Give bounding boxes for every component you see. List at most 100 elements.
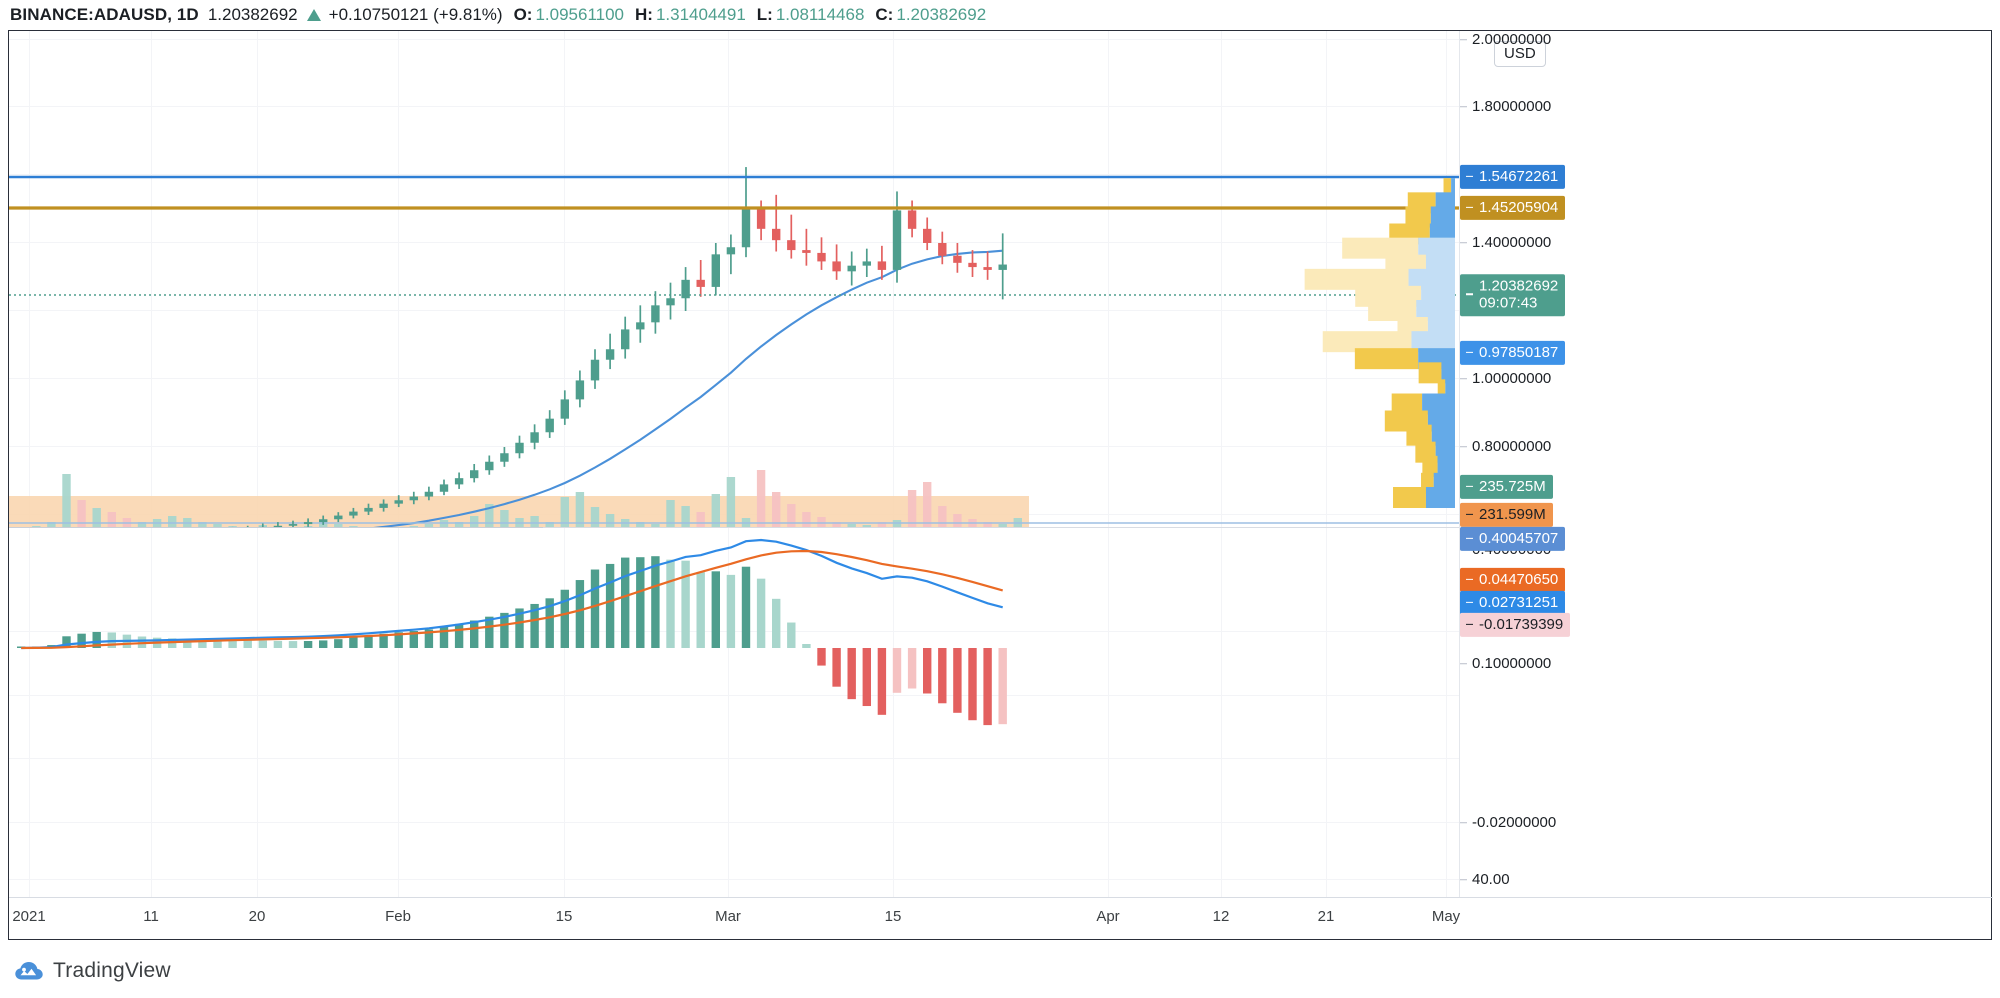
- volume-bar: [787, 504, 796, 527]
- badge-dash-icon: [1466, 351, 1473, 354]
- macd-histogram-bar: [439, 626, 449, 648]
- candle-body: [454, 478, 464, 485]
- macd-histogram-bar: [92, 631, 101, 648]
- badge-dash-icon: [1466, 485, 1473, 488]
- candle-body: [817, 252, 826, 262]
- price-tick-label: 0.10000000: [1472, 654, 1552, 672]
- macd-histogram-bar: [228, 640, 237, 648]
- price-scale[interactable]: USD 2.000000001.800000001.600000001.4000…: [1460, 31, 1991, 897]
- currency-chip[interactable]: USD: [1494, 41, 1546, 67]
- macd-histogram-bar: [379, 633, 388, 648]
- volume-bar: [500, 510, 509, 527]
- macd-histogram-bar: [258, 640, 267, 648]
- close-label: C:: [875, 5, 894, 24]
- gridline-vertical: [564, 31, 565, 897]
- volume-bar: [334, 524, 343, 527]
- price-tick: 1.00000000: [1460, 369, 1551, 387]
- price-tick-label: -0.02000000: [1472, 813, 1557, 831]
- tick-dash-icon: [1460, 241, 1467, 243]
- volume-profile-sell-bar: [1322, 331, 1412, 353]
- macd-histogram-bar: [741, 566, 751, 648]
- macd-histogram-bar: [560, 589, 569, 648]
- macd-pane[interactable]: [9, 528, 1459, 897]
- chart-frame[interactable]: USD 2.000000001.800000001.600000001.4000…: [8, 30, 1993, 940]
- candle-body: [907, 210, 917, 229]
- candle-body: [273, 525, 283, 527]
- volume-ma-badge[interactable]: 0.40045707: [1460, 526, 1566, 552]
- volume-up-badge[interactable]: 235.725M: [1460, 474, 1553, 500]
- volume-bar: [938, 506, 947, 527]
- macd-histogram-bar: [983, 648, 992, 726]
- symbol-title[interactable]: BINANCE:ADAUSD, 1D: [10, 5, 199, 24]
- volume-profile-sell-bar: [1405, 206, 1431, 228]
- ma-badge[interactable]: 0.97850187: [1460, 340, 1566, 366]
- gold-line-badge[interactable]: 1.45205904: [1460, 195, 1566, 221]
- volume-bar: [590, 507, 600, 527]
- candle-body: [741, 209, 751, 248]
- macd-histogram-bar: [772, 598, 781, 648]
- candle-body: [319, 519, 328, 523]
- time-scale[interactable]: 2021 11 20 Feb 15 Mar 15 Apr 12 21 May: [9, 898, 1993, 939]
- candle-body: [288, 524, 298, 526]
- candle-body: [711, 254, 720, 287]
- volume-bar: [651, 524, 660, 527]
- candle-body: [349, 511, 358, 516]
- candle-body: [500, 453, 509, 462]
- time-tick-label: May: [1431, 908, 1461, 925]
- badge-text: 1.54672261: [1479, 167, 1559, 185]
- candle-body: [334, 515, 343, 520]
- volume-down-badge[interactable]: 231.599M: [1460, 502, 1553, 528]
- resistance-line-badge[interactable]: 1.54672261: [1460, 164, 1566, 190]
- volume-bar: [545, 522, 554, 527]
- brand-name: TradingView: [53, 959, 171, 982]
- candlestick-series: [231, 167, 1007, 527]
- price-pane[interactable]: [9, 31, 1459, 527]
- gridline-horizontal: [9, 174, 1459, 175]
- badge-dash-icon: [1466, 293, 1473, 296]
- volume-bar: [47, 522, 56, 527]
- macd-line-badge[interactable]: 0.02731251: [1460, 590, 1566, 616]
- volume-bar: [983, 522, 992, 527]
- chart-legend-header: BINANCE:ADAUSD, 1D 1.20382692 +0.1075012…: [0, 0, 2000, 30]
- last-price-value: 1.20382692: [207, 5, 298, 24]
- candle-body: [953, 255, 962, 263]
- candle-body: [379, 503, 388, 508]
- volume-bar: [137, 522, 147, 527]
- volume-bar: [862, 525, 871, 527]
- volume-profile-buy-bar: [1418, 237, 1455, 259]
- volume-profile-buy-bar: [1437, 455, 1455, 477]
- price-tick-label: 2.00000000: [1472, 30, 1552, 48]
- badge-text: -0.01739399: [1479, 615, 1564, 633]
- pane-divider-handle[interactable]: [9, 527, 543, 528]
- last-price-badge[interactable]: 1.20382692 09:07:43: [1460, 274, 1566, 316]
- volume-bar: [409, 526, 418, 527]
- tradingview-logo-icon[interactable]: [14, 959, 44, 983]
- badge-dash-icon: [1466, 578, 1473, 581]
- volume-bar: [485, 504, 494, 527]
- gridline-vertical: [29, 31, 30, 897]
- macd-hist-badge[interactable]: -0.01739399: [1460, 612, 1571, 638]
- badge-text: 1.20382692 09:07:43: [1479, 277, 1559, 312]
- time-tick-label: 2021: [12, 908, 46, 925]
- volume-profile-sell-bar: [1437, 379, 1446, 401]
- volume-bar: [530, 516, 539, 527]
- candle-body: [636, 322, 645, 330]
- tick-dash-icon: [1460, 662, 1467, 664]
- volume-profile-buy-bar: [1416, 300, 1455, 321]
- macd-histogram-bar: [605, 563, 615, 648]
- volume-bar: [605, 514, 615, 527]
- time-tick-label: Mar: [715, 908, 741, 925]
- macd-histogram-bar: [938, 648, 947, 704]
- macd-histogram-bar: [394, 632, 403, 648]
- volume-profile-buy-bar: [1408, 268, 1455, 290]
- candle-body: [651, 305, 660, 323]
- macd-histogram-bar: [998, 648, 1007, 725]
- candle-body: [772, 228, 781, 241]
- macd-histogram-bar: [877, 648, 887, 715]
- macd-signal-badge[interactable]: 0.04470650: [1460, 567, 1566, 593]
- macd-histogram-bar: [183, 639, 192, 648]
- candle-body: [605, 349, 615, 360]
- gridline-vertical: [257, 31, 258, 897]
- macd-histogram-bar: [409, 630, 418, 648]
- volume-bar: [77, 500, 86, 527]
